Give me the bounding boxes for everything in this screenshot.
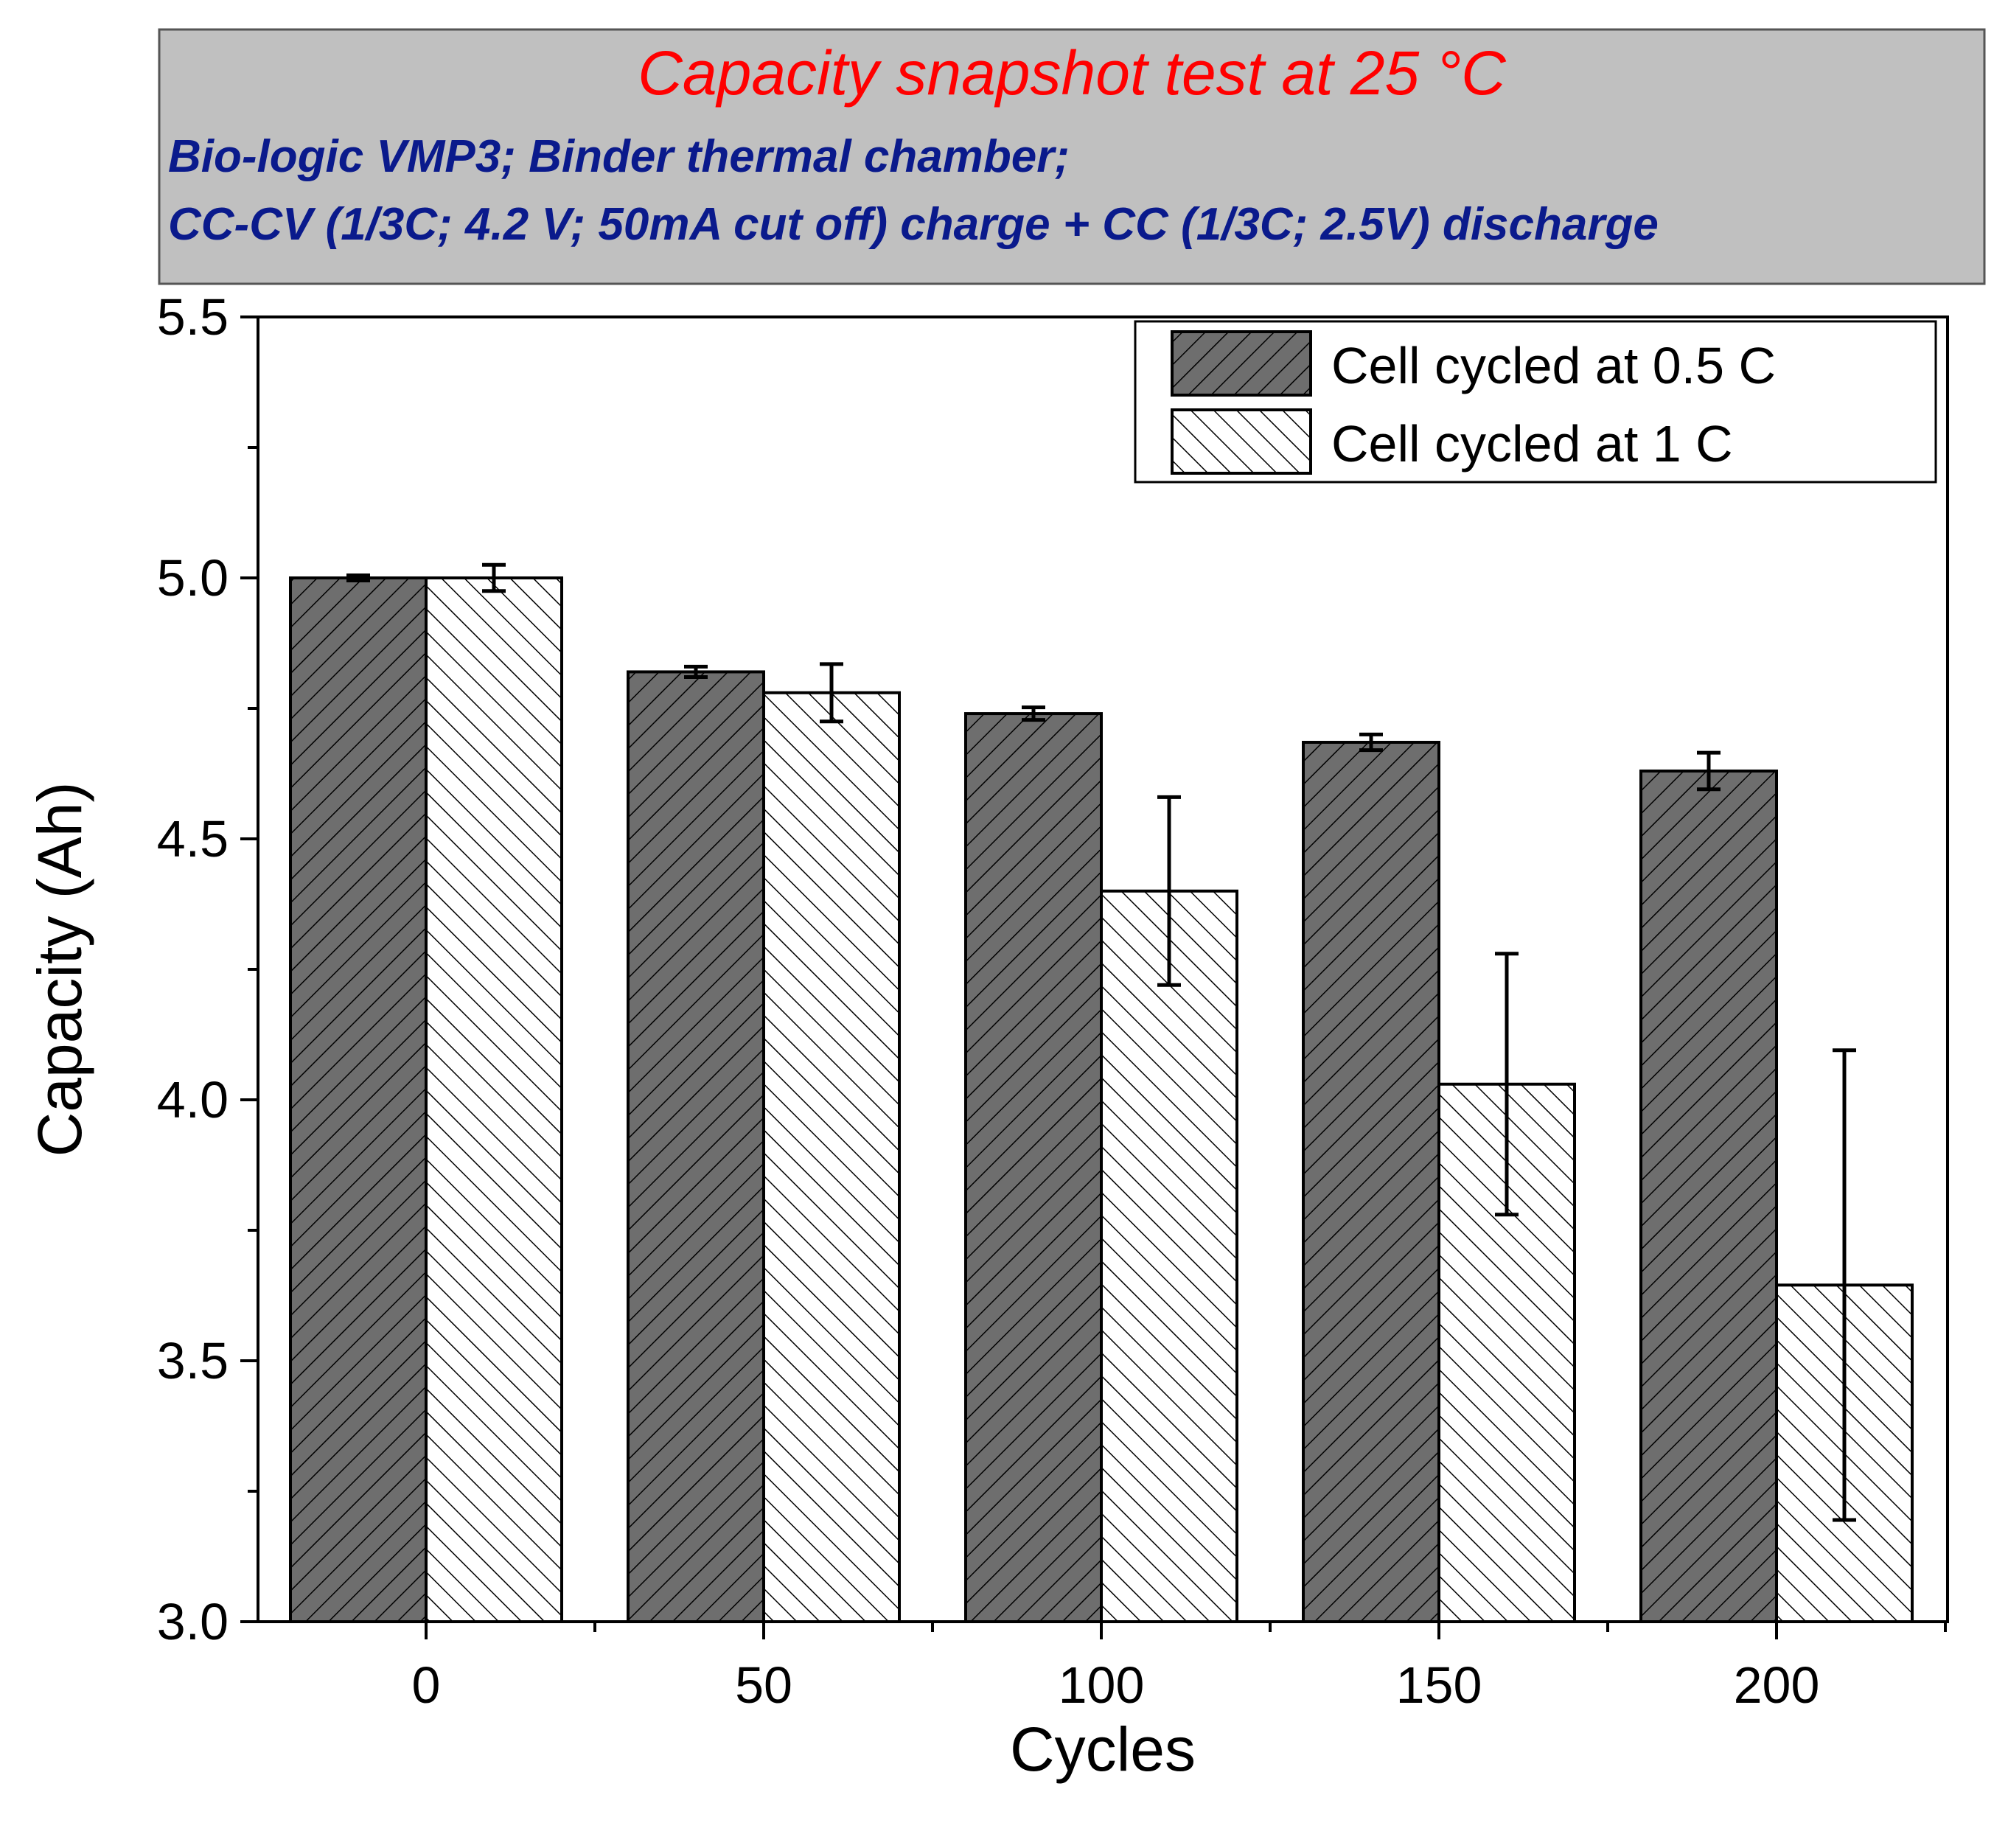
- errorbars-layer: [346, 562, 1856, 1522]
- header-box: [158, 28, 1986, 285]
- x-axis-label: Cycles: [1010, 1715, 1196, 1784]
- bar-hatch-series-1-cycle-100: [964, 712, 1103, 1624]
- bar-hatch-series-1-cycle-50: [627, 670, 765, 1624]
- bar-hatch-series-2-cycle-50: [762, 691, 901, 1623]
- x-tick-label-150: 150: [1396, 1656, 1482, 1714]
- legend-swatch-hatch-series-1: [1171, 330, 1312, 397]
- x-tick-label-0: 0: [412, 1656, 441, 1714]
- chart-subtitle-line1: Bio-logic VMP3; Binder thermal chamber;: [168, 131, 1070, 182]
- bar-hatch-series-2-cycle-100: [1100, 889, 1238, 1624]
- y-tick-label-5.0: 5.0: [157, 549, 229, 607]
- bar-hatch-series-1-cycle-200: [1639, 769, 1778, 1623]
- legend-swatch-hatch-series-2: [1171, 408, 1312, 475]
- y-tick-label-4.5: 4.5: [157, 810, 229, 868]
- chart-subtitle-line2: CC-CV (1/3C; 4.2 V; 50mA cut off) charge…: [168, 199, 1659, 250]
- chart-title: Capacity snapshot test at 25 °C: [638, 38, 1507, 108]
- axes-layer: 0 50 100 150 200 3.0 3.5 4.0 4.5 5.0 5.5: [157, 288, 1947, 1714]
- bars-layer: [289, 576, 1914, 1624]
- legend-label-series-2: Cell cycled at 1 C: [1331, 415, 1733, 473]
- y-tick-label-4.0: 4.0: [157, 1071, 229, 1129]
- bar-hatch-series-1-cycle-150: [1302, 741, 1440, 1623]
- y-tick-label-3.5: 3.5: [157, 1332, 229, 1390]
- y-axis-label: Capacity (Ah): [25, 782, 94, 1157]
- bar-hatch-series-2-cycle-0: [425, 576, 563, 1623]
- bar-hatch-series-1-cycle-0: [289, 576, 428, 1623]
- x-tick-label-50: 50: [735, 1656, 792, 1714]
- x-tick-label-200: 200: [1734, 1656, 1820, 1714]
- y-tick-label-5.5: 5.5: [157, 288, 229, 346]
- y-tick-label-3.0: 3.0: [157, 1593, 229, 1650]
- legend: Cell cycled at 0.5 C Cell cycled at 1 C: [1134, 320, 1937, 484]
- x-tick-label-100: 100: [1059, 1656, 1145, 1714]
- legend-label-series-1: Cell cycled at 0.5 C: [1331, 337, 1776, 394]
